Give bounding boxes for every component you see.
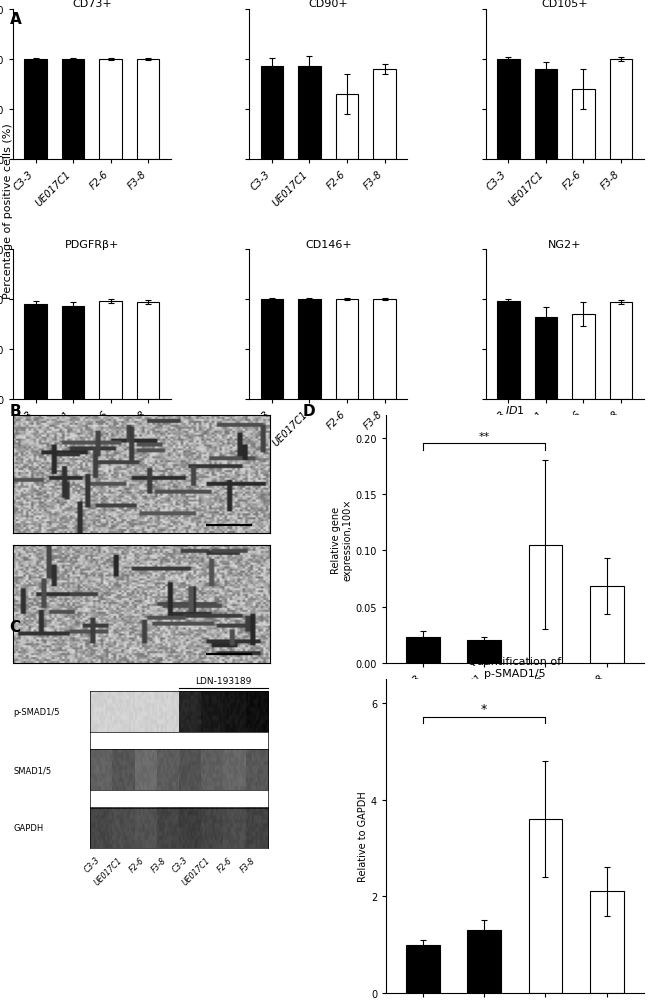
Text: F3-8: F3-8 xyxy=(150,855,168,874)
Bar xyxy=(610,303,632,400)
Bar xyxy=(572,315,595,400)
Text: C3-3: C3-3 xyxy=(83,855,101,874)
Text: *: * xyxy=(481,702,488,715)
Bar xyxy=(137,60,159,160)
Bar xyxy=(590,892,623,993)
Title: CD146+: CD146+ xyxy=(305,240,352,250)
Bar xyxy=(528,546,562,663)
Title: $\mathit{ID1}$: $\mathit{ID1}$ xyxy=(505,403,525,415)
Bar xyxy=(467,930,501,993)
Text: LDN-193189: LDN-193189 xyxy=(195,676,252,685)
Title: CD73+: CD73+ xyxy=(72,0,112,9)
Bar xyxy=(535,70,557,160)
Bar xyxy=(24,305,47,400)
Text: C3-3: C3-3 xyxy=(171,855,190,874)
Bar xyxy=(406,637,440,663)
Bar xyxy=(261,67,283,160)
Text: **: ** xyxy=(478,431,490,441)
Bar xyxy=(535,318,557,400)
Bar xyxy=(99,302,122,400)
Bar xyxy=(373,70,396,160)
Text: A: A xyxy=(10,12,21,27)
Title: CD105+: CD105+ xyxy=(541,0,588,9)
Title: NG2+: NG2+ xyxy=(548,240,582,250)
Text: B: B xyxy=(10,403,21,418)
Bar xyxy=(467,641,501,663)
Text: C: C xyxy=(10,620,21,635)
Bar xyxy=(610,60,632,160)
Bar xyxy=(497,60,519,160)
Bar xyxy=(590,587,623,663)
Bar xyxy=(24,60,47,160)
Text: p-SMAD1/5: p-SMAD1/5 xyxy=(13,707,60,716)
Bar xyxy=(298,300,320,400)
Bar xyxy=(62,60,84,160)
Text: Percentage of positive cells (%): Percentage of positive cells (%) xyxy=(3,122,13,299)
Bar xyxy=(62,307,84,400)
Bar xyxy=(572,90,595,160)
Text: UE017C1: UE017C1 xyxy=(92,855,124,887)
Text: SMAD1/5: SMAD1/5 xyxy=(13,765,51,774)
Text: GAPDH: GAPDH xyxy=(13,823,44,832)
Bar xyxy=(406,945,440,993)
Title: PDGFRβ+: PDGFRβ+ xyxy=(64,240,119,250)
Bar xyxy=(99,60,122,160)
Bar xyxy=(497,302,519,400)
Y-axis label: Relative to GAPDH: Relative to GAPDH xyxy=(358,790,368,882)
Bar xyxy=(528,819,562,993)
Bar xyxy=(261,300,283,400)
Text: F2-6: F2-6 xyxy=(216,855,235,874)
Bar xyxy=(373,300,396,400)
Text: F2-6: F2-6 xyxy=(127,855,146,874)
Text: F3-8: F3-8 xyxy=(239,855,257,874)
Text: UE017C1: UE017C1 xyxy=(181,855,213,887)
Y-axis label: Relative gene
expression,100×: Relative gene expression,100× xyxy=(332,498,353,581)
Title: Quantification of
p-SMAD1/5: Quantification of p-SMAD1/5 xyxy=(468,657,562,678)
Bar xyxy=(137,303,159,400)
Text: D: D xyxy=(302,403,315,418)
Bar xyxy=(336,95,358,160)
Bar xyxy=(298,67,320,160)
Bar xyxy=(336,300,358,400)
Title: CD90+: CD90+ xyxy=(308,0,348,9)
